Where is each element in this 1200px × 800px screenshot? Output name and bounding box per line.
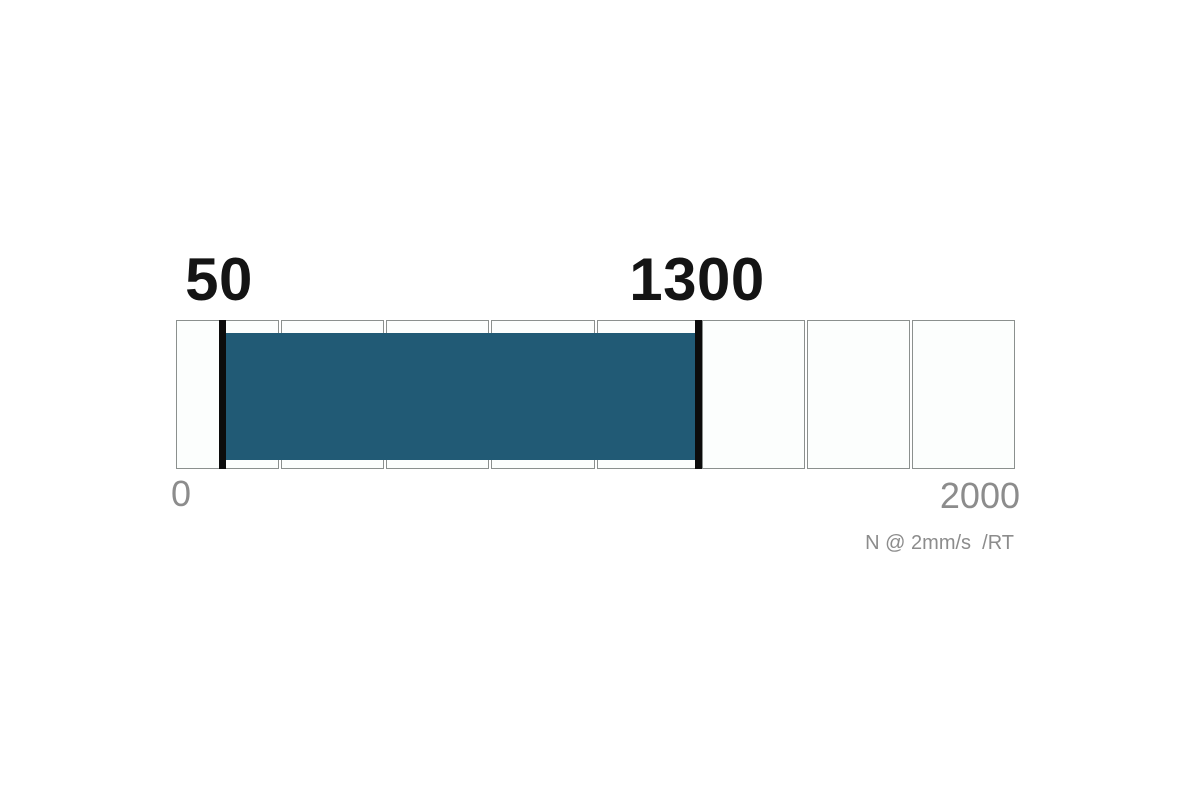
gauge-segment [701,320,805,469]
gauge-bar [176,320,1015,469]
gauge-segment [911,320,1015,469]
axis-min-label: 0 [171,473,192,514]
range-fill [226,333,695,460]
range-start-marker [219,320,226,469]
range-end-value-label: 1300 [629,246,765,313]
axis-max-label: 2000 [939,475,1020,516]
range-start-value-label: 50 [185,246,253,313]
range-end-marker [695,320,702,469]
unit-caption: N @ 2mm/s /RT [865,532,1014,554]
gauge-segment [806,320,910,469]
